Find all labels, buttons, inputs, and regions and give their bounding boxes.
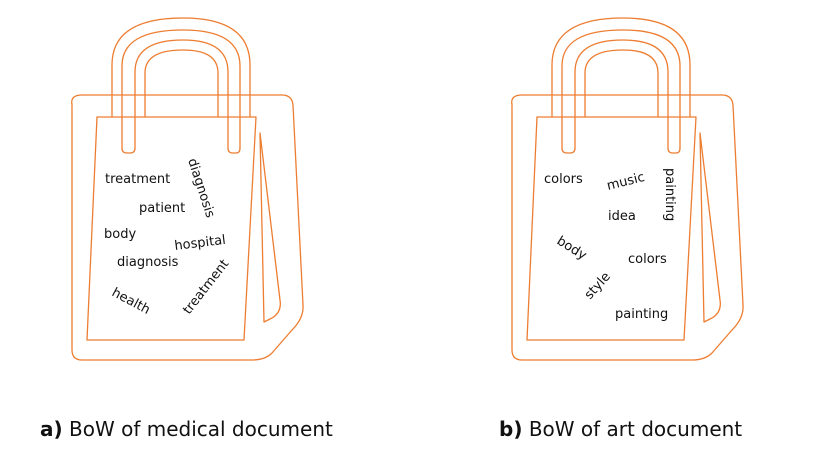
word-idea: idea	[608, 209, 636, 224]
caption-tag-a: a)	[40, 417, 63, 441]
caption-text-a: BoW of medical document	[62, 417, 333, 441]
caption-text-b: BoW of art document	[522, 417, 743, 441]
bag-medical: treatment diagnosis patient body hospita…	[71, 17, 304, 361]
word-body: body	[104, 227, 136, 242]
bag-art: colors music painting idea body colors s…	[511, 17, 744, 361]
word-style: style	[582, 269, 614, 302]
word-music: music	[605, 170, 646, 194]
word-diagnosis-1: diagnosis	[184, 157, 217, 220]
caption-medical: a) BoW of medical document	[40, 417, 333, 441]
caption-art: b) BoW of art document	[499, 417, 742, 441]
word-painting-2: painting	[615, 307, 668, 322]
word-health: health	[109, 285, 152, 318]
word-diagnosis-2: diagnosis	[117, 255, 179, 270]
word-treatment-2: treatment	[180, 257, 232, 318]
word-colors-1: colors	[544, 172, 583, 187]
word-patient: patient	[139, 201, 185, 216]
word-colors-2: colors	[628, 252, 667, 267]
word-treatment-1: treatment	[105, 172, 170, 187]
word-hospital: hospital	[174, 233, 227, 254]
word-painting-1: painting	[662, 168, 677, 221]
caption-tag-b: b)	[499, 417, 523, 441]
word-body: body	[554, 234, 589, 264]
